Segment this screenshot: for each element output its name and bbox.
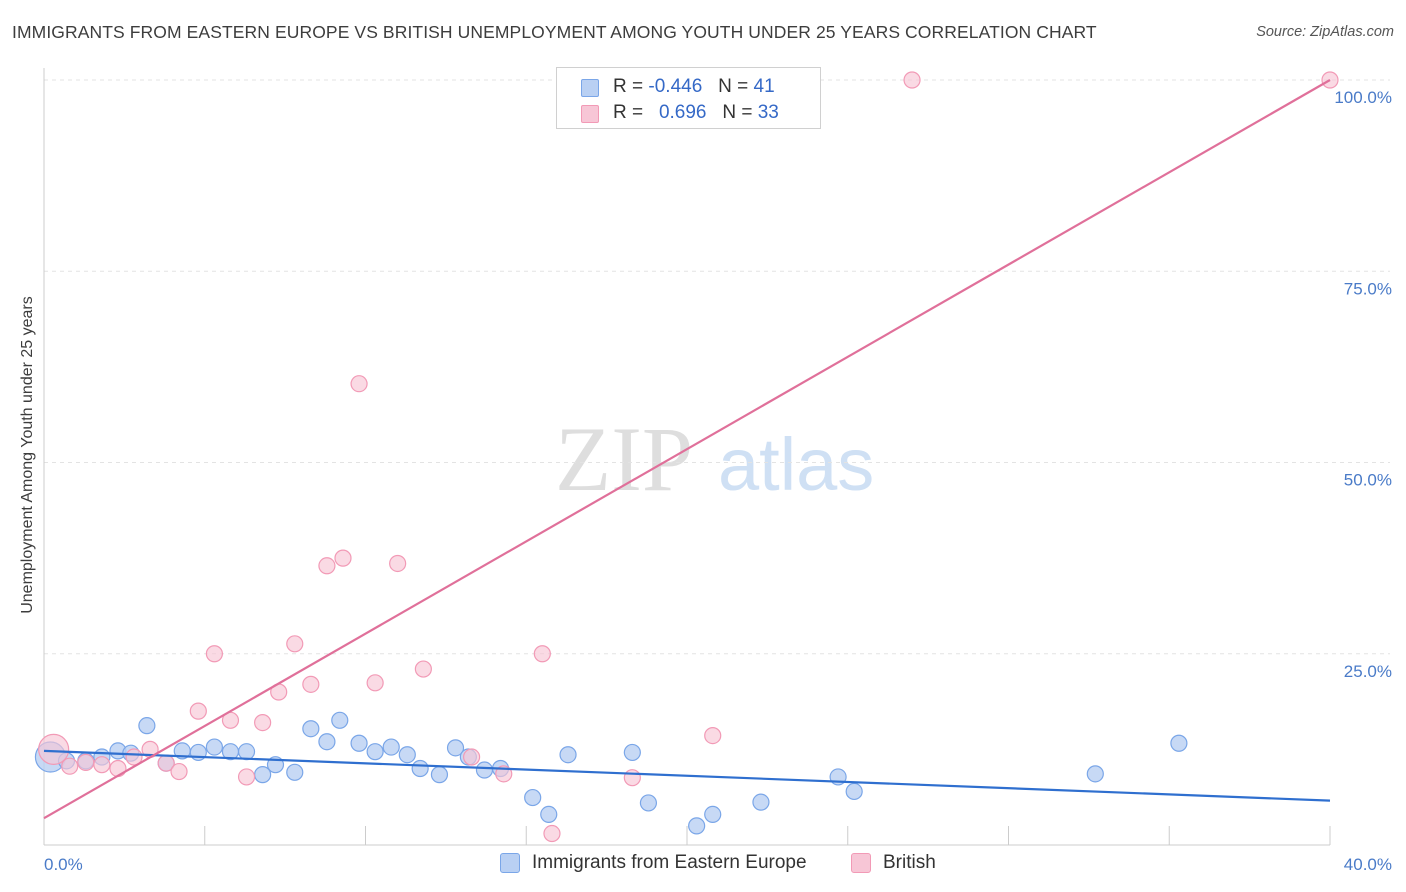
- bottom-legend-swatch-eastern-europe: [500, 853, 520, 873]
- point-british: [704, 727, 722, 745]
- point-eastern-europe: [331, 711, 349, 729]
- bottom-legend-label: British: [883, 852, 936, 873]
- point-british: [350, 375, 368, 393]
- legend-text: R = -0.446 N = 41: [613, 76, 775, 98]
- correlation-legend: R = -0.446 N = 41 R = 0.696 N = 33: [556, 67, 821, 129]
- data-points: [34, 71, 1339, 843]
- point-british: [77, 753, 95, 771]
- point-eastern-europe: [639, 794, 658, 812]
- point-british: [302, 675, 320, 693]
- y-tick-label: 50.0%: [1344, 471, 1392, 490]
- point-british: [38, 733, 70, 765]
- point-eastern-europe: [446, 739, 465, 757]
- trend-lines: [43, 79, 1331, 820]
- point-british: [109, 759, 127, 778]
- n-label: N =: [722, 102, 753, 123]
- r-label: R =: [613, 102, 644, 123]
- point-eastern-europe: [845, 782, 863, 801]
- point-british: [903, 71, 921, 89]
- point-eastern-europe: [286, 763, 304, 781]
- point-eastern-europe: [1086, 765, 1104, 783]
- point-eastern-europe: [524, 788, 542, 807]
- point-eastern-europe: [411, 759, 429, 778]
- point-british: [533, 645, 551, 663]
- point-british: [170, 762, 188, 781]
- point-british: [623, 769, 641, 787]
- point-eastern-europe: [318, 733, 336, 751]
- point-eastern-europe: [540, 805, 558, 824]
- point-british: [334, 549, 352, 567]
- point-british: [61, 757, 79, 775]
- point-eastern-europe: [205, 738, 223, 756]
- chart-title: IMMIGRANTS FROM EASTERN EUROPE VS BRITIS…: [12, 22, 1097, 42]
- n-value: 33: [757, 102, 779, 123]
- y-tick-label: 75.0%: [1344, 279, 1392, 298]
- watermark: ZIP atlas: [555, 408, 874, 510]
- point-british: [286, 635, 304, 653]
- legend-swatch-eastern-europe: [581, 79, 599, 97]
- point-british: [189, 702, 207, 720]
- point-eastern-europe: [623, 743, 641, 762]
- r-value: 0.696: [658, 102, 707, 123]
- legend-swatch-british: [581, 105, 599, 123]
- point-eastern-europe: [475, 761, 494, 779]
- point-eastern-europe: [688, 817, 706, 835]
- y-tick-label: 25.0%: [1344, 662, 1392, 681]
- point-british: [125, 748, 143, 766]
- point-eastern-europe: [704, 805, 722, 824]
- r-label: R =: [613, 76, 644, 97]
- point-eastern-europe: [752, 793, 770, 811]
- n-value: 41: [753, 76, 775, 97]
- point-british: [543, 824, 561, 843]
- source-credit: Source: ZipAtlas.com: [1256, 24, 1394, 40]
- point-british: [366, 674, 384, 692]
- bottom-legend-swatch-british: [851, 853, 871, 873]
- point-eastern-europe: [302, 720, 320, 738]
- point-eastern-europe: [237, 743, 256, 761]
- point-british: [414, 660, 432, 678]
- y-tick-label: 100.0%: [1334, 88, 1392, 107]
- point-eastern-europe: [430, 766, 449, 784]
- point-british: [93, 756, 111, 774]
- watermark-atlas: atlas: [718, 423, 874, 506]
- x-tick-label-max: 40.0%: [1344, 855, 1392, 874]
- point-british: [462, 748, 481, 766]
- point-eastern-europe: [1170, 734, 1188, 752]
- point-british: [205, 645, 223, 663]
- point-british: [318, 557, 336, 575]
- x-ticks: [43, 826, 1331, 845]
- trend-line-eastern-europe: [43, 749, 1331, 802]
- point-eastern-europe: [382, 738, 400, 756]
- point-eastern-europe: [559, 746, 577, 764]
- point-british: [389, 554, 407, 573]
- point-british: [237, 768, 256, 786]
- gridlines: [44, 79, 1390, 655]
- legend-text: R = 0.696 N = 33: [613, 102, 779, 124]
- n-label: N =: [718, 76, 749, 97]
- point-british: [254, 713, 272, 732]
- x-tick-label-min: 0.0%: [44, 855, 83, 874]
- r-value: -0.446: [648, 76, 703, 97]
- point-eastern-europe: [138, 717, 156, 735]
- trend-line-british: [43, 79, 1331, 820]
- point-eastern-europe: [398, 746, 416, 764]
- y-tick-labels: 25.0% 50.0% 75.0% 100.0%: [1334, 88, 1392, 681]
- watermark-zip: ZIP: [555, 408, 693, 510]
- bottom-legend-label: Immigrants from Eastern Europe: [532, 852, 807, 873]
- point-eastern-europe: [350, 734, 368, 752]
- point-eastern-europe: [366, 743, 384, 761]
